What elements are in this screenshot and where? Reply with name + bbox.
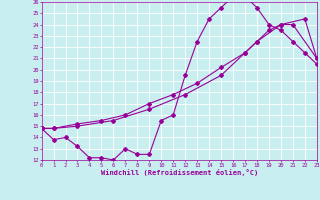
X-axis label: Windchill (Refroidissement éolien,°C): Windchill (Refroidissement éolien,°C) bbox=[100, 169, 258, 176]
